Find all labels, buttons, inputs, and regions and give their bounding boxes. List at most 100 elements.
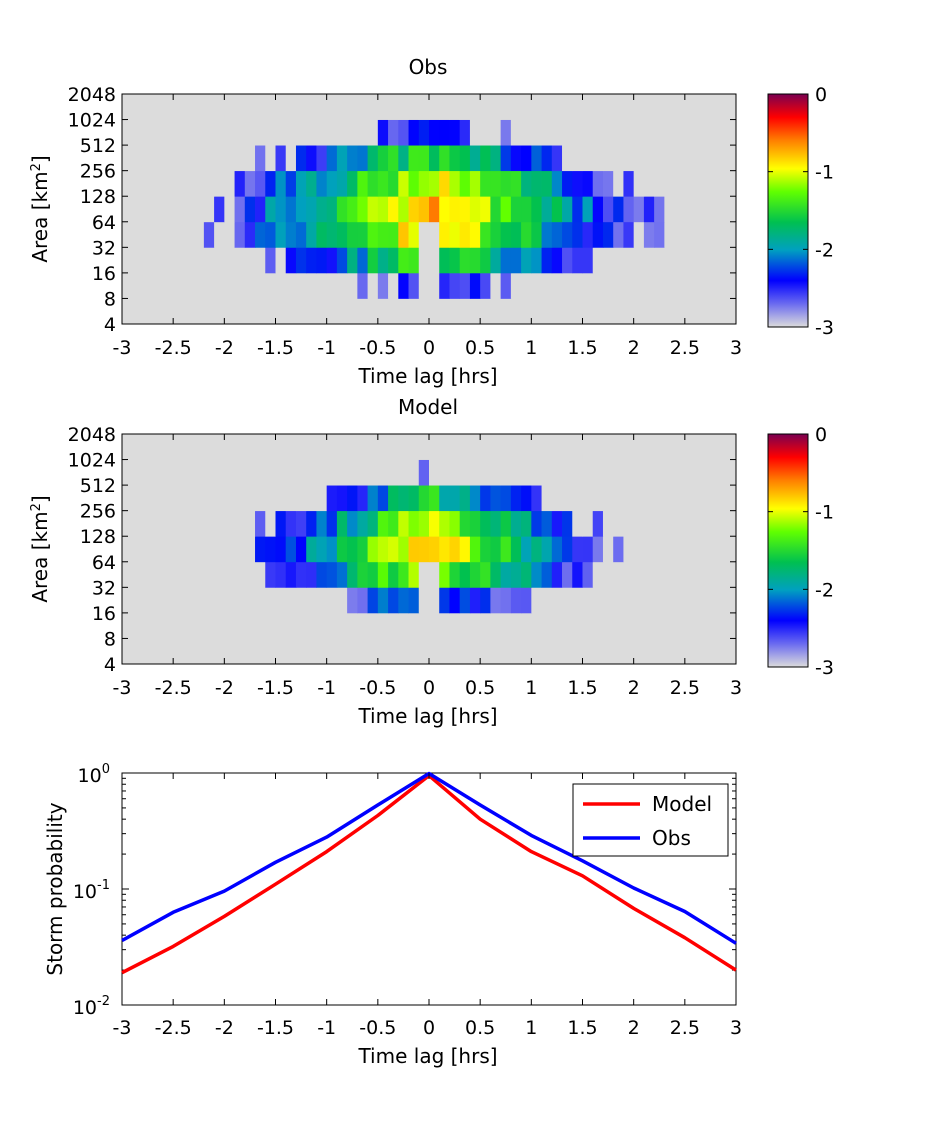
heatmap-cell xyxy=(449,485,461,512)
heatmap-cell xyxy=(265,536,276,563)
heatmap-cell xyxy=(715,612,727,639)
heatmap-cell xyxy=(510,298,522,325)
heatmap-cell xyxy=(152,145,164,172)
heatmap-cell xyxy=(388,247,399,274)
heatmap-cell xyxy=(633,536,645,563)
heatmap-cell xyxy=(388,485,399,512)
heatmap-cell xyxy=(664,145,675,172)
x-tick-label: 1.5 xyxy=(567,677,597,699)
heatmap-cell xyxy=(408,612,420,639)
heatmap-cell xyxy=(418,561,430,588)
heatmap-cell xyxy=(602,145,614,172)
heatmap-cell xyxy=(469,587,481,614)
heatmap-cell xyxy=(705,247,716,274)
model-x-ticks: -3 -2.5 -2 -1.5 -1 -0.5 0 0.5 1 1.5 2 2.5 3 xyxy=(113,434,742,699)
heatmap-cell xyxy=(654,221,665,248)
heatmap-cell xyxy=(275,298,287,325)
x-tick-label: -2 xyxy=(215,1017,234,1039)
heatmap-cell xyxy=(234,221,246,248)
heatmap-cell xyxy=(377,119,389,146)
heatmap-cell xyxy=(326,459,338,486)
heatmap-cell xyxy=(664,612,675,639)
heatmap-cell xyxy=(572,434,583,460)
heatmap-cell xyxy=(162,434,174,460)
heatmap-cell xyxy=(142,145,154,172)
legend-box xyxy=(572,783,729,857)
heatmap-cell xyxy=(398,221,409,248)
heatmap-cell xyxy=(480,485,491,512)
heatmap-cell xyxy=(367,536,379,563)
heatmap-cell xyxy=(173,510,184,537)
heatmap-cell xyxy=(122,434,133,460)
heatmap-cell xyxy=(633,510,645,537)
heatmap-cell xyxy=(469,638,481,665)
heatmap-cell xyxy=(459,145,471,172)
heatmap-cell xyxy=(347,247,358,274)
heatmap-cell xyxy=(357,536,368,563)
heatmap-cell xyxy=(132,119,143,146)
x-tick-label: -1.5 xyxy=(257,677,294,699)
heatmap-cell xyxy=(654,272,665,299)
heatmap-cell xyxy=(326,561,338,588)
heatmap-cell xyxy=(623,612,635,639)
legend: Model Obs xyxy=(572,783,729,857)
heatmap-cell xyxy=(162,196,174,223)
heatmap-cell xyxy=(203,170,215,197)
heatmap-cell xyxy=(275,434,287,460)
heatmap-cell xyxy=(551,459,563,486)
heatmap-cell xyxy=(295,94,307,120)
heatmap-cell xyxy=(459,536,471,563)
heatmap-cell xyxy=(408,587,420,614)
heatmap-cell xyxy=(377,94,389,120)
heatmap-cell xyxy=(398,638,409,665)
heatmap-cell xyxy=(203,196,215,223)
heatmap-cell xyxy=(439,485,450,512)
heatmap-cell xyxy=(275,119,287,146)
heatmap-cell xyxy=(684,170,696,197)
heatmap-cell xyxy=(193,247,205,274)
heatmap-cell xyxy=(643,247,655,274)
heatmap-cell xyxy=(408,145,420,172)
heatmap-cell xyxy=(398,170,409,197)
heatmap-cell xyxy=(193,587,205,614)
heatmap-cell xyxy=(429,94,440,120)
heatmap-cell xyxy=(439,536,450,563)
heatmap-cell xyxy=(562,561,573,588)
heatmap-cell xyxy=(224,587,235,614)
heatmap-cell xyxy=(674,94,686,120)
heatmap-cell xyxy=(234,170,246,197)
heatmap-cell xyxy=(664,221,675,248)
heatmap-cell xyxy=(408,298,420,325)
x-tick-label: -2.5 xyxy=(155,677,192,699)
heatmap-cell xyxy=(695,247,706,274)
heatmap-cell xyxy=(654,485,665,512)
heatmap-cell xyxy=(469,196,481,223)
heatmap-cell xyxy=(582,510,594,537)
heatmap-cell xyxy=(439,510,450,537)
y-tick-label: 128 xyxy=(80,186,116,208)
heatmap-cell xyxy=(521,247,532,274)
heatmap-cell xyxy=(275,196,287,223)
heatmap-cell xyxy=(193,459,205,486)
heatmap-cell xyxy=(306,612,317,639)
heatmap-cell xyxy=(142,485,154,512)
heatmap-cell xyxy=(408,272,420,299)
y-tick-label: 32 xyxy=(92,237,116,259)
heatmap-cell xyxy=(582,536,594,563)
heatmap-cell xyxy=(510,272,522,299)
heatmap-cell xyxy=(695,536,706,563)
heatmap-cell xyxy=(203,459,215,486)
heatmap-cell xyxy=(265,510,276,537)
heatmap-cell xyxy=(582,459,594,486)
heatmap-cell xyxy=(633,247,645,274)
heatmap-cell xyxy=(572,612,583,639)
heatmap-cell xyxy=(255,145,266,172)
heatmap-cell xyxy=(613,638,624,665)
model-y-ticks: 4 8 16 32 64 128 256 512 1024 2048 xyxy=(68,424,736,676)
heatmap-cell xyxy=(122,119,133,146)
heatmap-cell xyxy=(173,221,184,248)
heatmap-cell xyxy=(551,638,563,665)
heatmap-cell xyxy=(551,247,563,274)
heatmap-cell xyxy=(377,561,389,588)
heatmap-cell xyxy=(715,247,727,274)
